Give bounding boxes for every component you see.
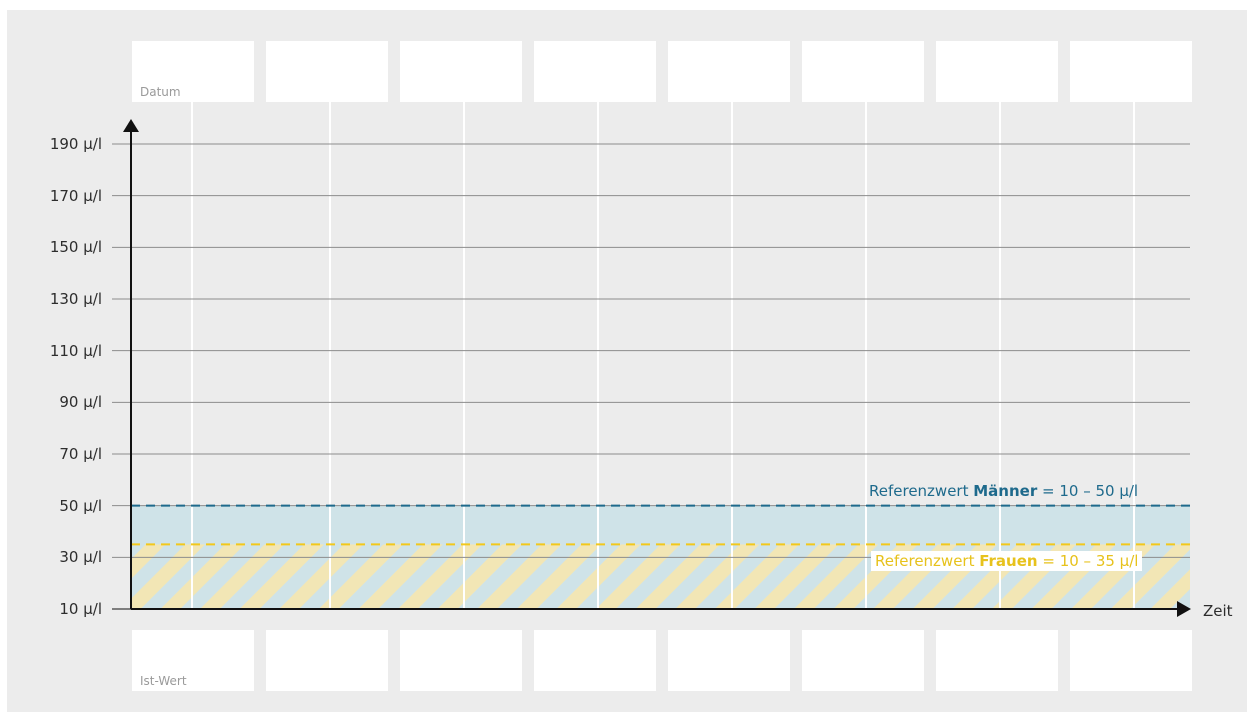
chart-plot <box>112 102 1191 617</box>
x-axis-label: Zeit <box>1203 602 1233 620</box>
actual-value-cell[interactable]: Ist-Wert <box>132 630 254 691</box>
date-cell-label: Datum <box>140 85 181 99</box>
y-tick-label: 150 µ/l <box>49 238 102 257</box>
actual-value-cell-label: Ist-Wert <box>140 674 187 688</box>
chart-frame: 10 µ/l 30 µ/l 50 µ/l 70 µ/l 90 µ/l 110 µ/l 130… <box>7 10 1247 712</box>
actual-value-cell[interactable] <box>936 630 1058 691</box>
date-cell[interactable] <box>400 41 522 102</box>
y-tick-label: 50 µ/l <box>59 496 102 515</box>
actual-value-cell[interactable] <box>534 630 656 691</box>
x-axis-arrow <box>1177 601 1191 617</box>
y-tick-label: 170 µ/l <box>49 186 102 205</box>
y-tick-label: 110 µ/l <box>49 341 102 360</box>
actual-value-cell[interactable] <box>266 630 388 691</box>
y-tick-label: 190 µ/l <box>49 135 102 153</box>
reference-label-men: Referenzwert Männer = 10 – 50 µ/l <box>869 482 1139 500</box>
y-tick-label: 90 µ/l <box>59 393 102 412</box>
y-tick-label: 30 µ/l <box>59 548 102 567</box>
date-cell[interactable] <box>668 41 790 102</box>
actual-value-cell[interactable] <box>1070 630 1192 691</box>
reference-label-women: Referenzwert Frauen = 10 – 35 µ/l <box>871 551 1143 571</box>
y-tick-label: 70 µ/l <box>59 445 102 463</box>
actual-value-cell[interactable] <box>400 630 522 691</box>
y-tick-label: 130 µ/l <box>49 290 102 308</box>
date-cell[interactable]: Datum <box>132 41 254 102</box>
date-cell[interactable] <box>534 41 656 102</box>
actual-value-cell[interactable] <box>802 630 924 691</box>
actual-value-cell[interactable] <box>668 630 790 691</box>
date-cell[interactable] <box>936 41 1058 102</box>
y-axis-arrow <box>123 119 139 132</box>
date-cell[interactable] <box>266 41 388 102</box>
y-tick-label: 10 µ/l <box>59 600 102 618</box>
date-cell[interactable] <box>1070 41 1192 102</box>
date-cell[interactable] <box>802 41 924 102</box>
